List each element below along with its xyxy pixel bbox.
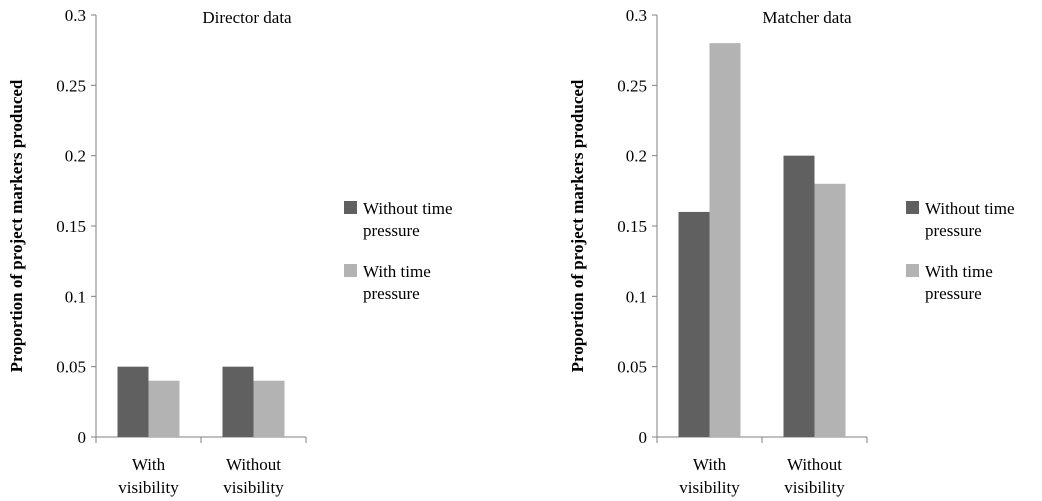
matcher-chart: 0 0.05 0.1 0.15 0.2 0.25 0.3 With visibility With…	[568, 6, 1015, 497]
x-category-label: visibility	[679, 478, 740, 497]
y-tick-label: 0.2	[626, 147, 647, 166]
y-tick-label: 0.15	[56, 217, 86, 236]
x-category-label: visibility	[223, 478, 284, 497]
director-chart: 0 0.05 0.1 0.15 0.2 0.25 0.3 With visibility With…	[7, 6, 453, 497]
legend-swatch	[906, 264, 919, 277]
x-category-label: With	[693, 455, 727, 474]
legend-label: Without time	[363, 199, 453, 218]
y-tick-label: 0.3	[626, 6, 647, 25]
legend-label: With time	[363, 262, 431, 281]
legend-label: pressure	[363, 284, 420, 303]
legend-swatch	[906, 201, 919, 214]
bar	[222, 366, 254, 437]
bar	[253, 380, 285, 437]
x-category-label: Without	[226, 455, 281, 474]
x-category-label: visibility	[118, 478, 179, 497]
legend-label: Without time	[925, 199, 1015, 218]
x-category-label: With	[132, 455, 166, 474]
bar	[814, 183, 846, 437]
x-category-label: Without	[787, 455, 842, 474]
legend-label: pressure	[925, 284, 982, 303]
bar	[783, 155, 815, 437]
y-tick-label: 0.1	[626, 287, 647, 306]
bar	[678, 211, 710, 437]
legend-label: With time	[925, 262, 993, 281]
bar	[117, 366, 149, 437]
y-tick-label: 0.2	[65, 147, 86, 166]
chart-title: Director data	[202, 8, 292, 27]
y-axis-title: Proportion of project markers produced	[7, 79, 26, 372]
y-tick-label: 0.3	[65, 6, 86, 25]
y-tick-label: 0.1	[65, 287, 86, 306]
x-category-label: visibility	[784, 478, 845, 497]
bar	[709, 43, 741, 438]
y-tick-label: 0.05	[56, 358, 86, 377]
y-tick-label: 0.25	[617, 76, 647, 95]
y-tick-label: 0.15	[617, 217, 647, 236]
y-tick-label: 0.05	[617, 358, 647, 377]
y-tick-label: 0.25	[56, 76, 86, 95]
legend-label: pressure	[925, 221, 982, 240]
y-tick-label: 0	[639, 428, 648, 447]
legend-swatch	[344, 201, 357, 214]
chart-title: Matcher data	[762, 8, 852, 27]
bar	[148, 380, 180, 437]
legend-swatch	[344, 264, 357, 277]
y-axis-title: Proportion of project markers produced	[568, 79, 587, 372]
legend-label: pressure	[363, 221, 420, 240]
y-tick-label: 0	[78, 428, 87, 447]
